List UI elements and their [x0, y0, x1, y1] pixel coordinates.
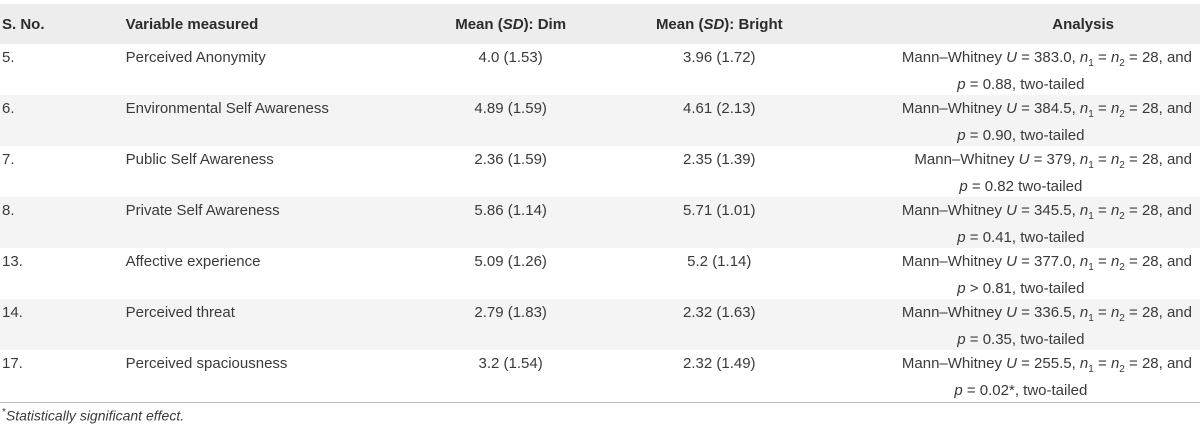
header-dim-post: ): Dim — [523, 15, 567, 33]
header-mean-dim: Mean (SD): Dim — [406, 4, 614, 44]
cell-sno: 8. — [2, 202, 15, 219]
table-row: 13. Affective experience 5.09 (1.26) 5.2 (1… — [0, 248, 1200, 299]
analysis-line-2: p = 0.02*, two-tailed — [954, 382, 1088, 399]
analysis-line-2: p > 0.81, two-tailed — [957, 280, 1085, 297]
cell-sno: 14. — [2, 304, 23, 321]
cell-analysis: Mann–Whitney U = 345.5, n1 = n2 = 28, an… — [824, 197, 1200, 248]
footnote: *Statistically significant effect. — [2, 407, 184, 424]
footnote-marker: * — [2, 407, 6, 418]
table-bottom-rule — [0, 402, 1200, 403]
analysis-line-2: p = 0.41, two-tailed — [957, 229, 1085, 246]
header-sno: S. No. — [2, 15, 45, 33]
table-header: S. No. Variable measured Mean (SD): Dim … — [0, 4, 1200, 44]
cell-sno: 6. — [2, 100, 15, 117]
cell-analysis: Mann–Whitney U = 255.5, n1 = n2 = 28, an… — [824, 350, 1200, 401]
cell-analysis: Mann–Whitney U = 377.0, n1 = n2 = 28, an… — [824, 248, 1200, 299]
cell-mean-bright: 5.2 (1.14) — [687, 253, 752, 270]
cell-mean-dim: 4.89 (1.59) — [474, 100, 547, 117]
cell-mean-bright: 2.35 (1.39) — [683, 151, 756, 168]
analysis-line-1: Mann–Whitney U = 384.5, n1 = n2 = 28, an… — [901, 100, 1192, 120]
cell-variable: Public Self Awareness — [125, 151, 274, 168]
cell-mean-dim: 5.86 (1.14) — [474, 202, 547, 219]
table-body: 5. Perceived Anonymity 4.0 (1.53) 3.96 (1.7… — [0, 44, 1200, 401]
cell-sno: 17. — [2, 355, 23, 372]
cell-sno: 5. — [2, 49, 15, 66]
cell-mean-bright: 2.32 (1.49) — [683, 355, 756, 372]
cell-mean-bright: 3.96 (1.72) — [683, 49, 756, 66]
cell-analysis: Mann–Whitney U = 379, n1 = n2 = 28, and p… — [824, 146, 1200, 197]
analysis-line-2: p = 0.35, two-tailed — [957, 331, 1085, 348]
cell-mean-bright: 4.61 (2.13) — [683, 100, 756, 117]
cell-variable: Affective experience — [125, 253, 261, 270]
header-bright-pre: Mean ( — [655, 15, 704, 33]
analysis-line-1: Mann–Whitney U = 377.0, n1 = n2 = 28, an… — [901, 253, 1192, 273]
header-dim-sd: SD — [502, 15, 524, 33]
cell-variable: Perceived spaciousness — [125, 355, 288, 372]
header-dim-pre: Mean ( — [455, 15, 503, 33]
cell-sno: 13. — [2, 253, 23, 270]
analysis-line-2: p = 0.82 two-tailed — [959, 178, 1083, 195]
cell-mean-dim: 2.79 (1.83) — [474, 304, 547, 321]
cell-mean-bright: 5.71 (1.01) — [683, 202, 756, 219]
table-row: 17. Perceived spaciousness 3.2 (1.54) 2.32 … — [0, 350, 1200, 401]
cell-analysis: Mann–Whitney U = 336.5, n1 = n2 = 28, an… — [824, 299, 1200, 350]
table-row: 5. Perceived Anonymity 4.0 (1.53) 3.96 (1.7… — [0, 44, 1200, 95]
cell-mean-dim: 5.09 (1.26) — [474, 253, 547, 270]
header-variable: Variable measured — [125, 15, 259, 33]
cell-mean-bright: 2.32 (1.63) — [683, 304, 756, 321]
analysis-line-1: Mann–Whitney U = 345.5, n1 = n2 = 28, an… — [901, 202, 1192, 222]
header-bright-post: ): Bright — [724, 15, 783, 33]
analysis-line-1: Mann–Whitney U = 379, n1 = n2 = 28, and — [914, 151, 1192, 171]
cell-variable: Perceived threat — [125, 304, 235, 321]
analysis-line-2: p = 0.90, two-tailed — [957, 127, 1085, 144]
cell-sno: 7. — [2, 151, 15, 168]
cell-variable: Environmental Self Awareness — [125, 100, 329, 117]
cell-mean-dim: 3.2 (1.54) — [478, 355, 543, 372]
header-row: S. No. Variable measured Mean (SD): Dim … — [0, 4, 1200, 44]
header-mean-bright: Mean (SD): Bright — [615, 4, 824, 44]
header-bright-sd: SD — [703, 15, 725, 33]
table-row: 7. Public Self Awareness 2.36 (1.59) 2.35 (… — [0, 146, 1200, 197]
header-analysis: Analysis — [1052, 15, 1114, 33]
analysis-line-2: p = 0.88, two-tailed — [957, 76, 1085, 93]
analysis-line-1: Mann–Whitney U = 255.5, n1 = n2 = 28, an… — [901, 355, 1192, 375]
cell-mean-dim: 4.0 (1.53) — [478, 49, 543, 66]
cell-analysis: Mann–Whitney U = 383.0, n1 = n2 = 28, an… — [824, 44, 1200, 95]
cell-mean-dim: 2.36 (1.59) — [474, 151, 547, 168]
analysis-line-1: Mann–Whitney U = 383.0, n1 = n2 = 28, an… — [901, 49, 1192, 69]
cell-variable: Perceived Anonymity — [125, 49, 266, 66]
table-row: 6. Environmental Self Awareness 4.89 (1.59… — [0, 95, 1200, 146]
table-row: 14. Perceived threat 2.79 (1.83) 2.32 (1.63… — [0, 299, 1200, 350]
results-table: S. No. Variable measured Mean (SD): Dim … — [0, 4, 1200, 401]
analysis-line-1: Mann–Whitney U = 336.5, n1 = n2 = 28, an… — [901, 304, 1192, 324]
cell-variable: Private Self Awareness — [125, 202, 280, 219]
footnote-text: Statistically significant effect. — [5, 407, 185, 424]
table-row: 8. Private Self Awareness 5.86 (1.14) 5.71 … — [0, 197, 1200, 248]
cell-analysis: Mann–Whitney U = 384.5, n1 = n2 = 28, an… — [824, 95, 1200, 146]
